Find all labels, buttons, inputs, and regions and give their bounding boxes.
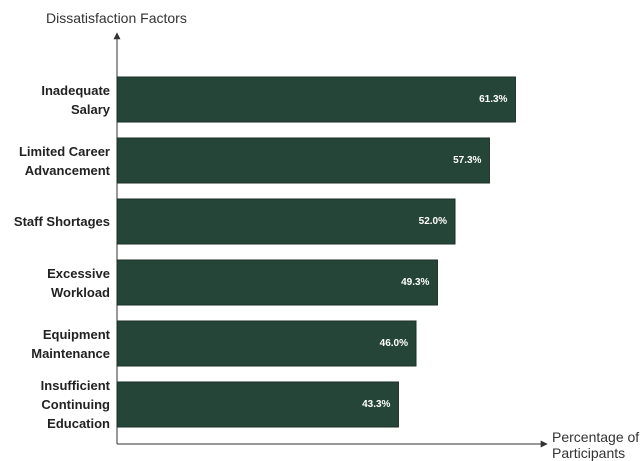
bar (116, 137, 490, 184)
category-label: Equipment Maintenance (31, 326, 110, 361)
category-label: Inadequate Salary (41, 82, 110, 117)
value-label: 57.3% (453, 155, 481, 166)
value-label: 52.0% (419, 216, 447, 227)
bar (116, 259, 438, 306)
category-label: Insufficient Continuing Education (40, 378, 110, 431)
bar (116, 381, 399, 428)
value-label: 43.3% (362, 399, 390, 410)
value-label: 61.3% (479, 94, 507, 105)
bar (116, 76, 516, 123)
x-axis-title: Percentage of Participants (552, 429, 640, 461)
category-label: Limited Career Advancement (18, 143, 110, 178)
bar (116, 320, 417, 367)
value-label: 49.3% (401, 277, 429, 288)
bar (116, 198, 456, 245)
value-label: 46.0% (380, 338, 408, 349)
y-axis-title: Dissatisfaction Factors (46, 10, 187, 26)
category-label: Staff Shortages (13, 214, 110, 229)
category-label: Excessive Workload (47, 265, 110, 300)
